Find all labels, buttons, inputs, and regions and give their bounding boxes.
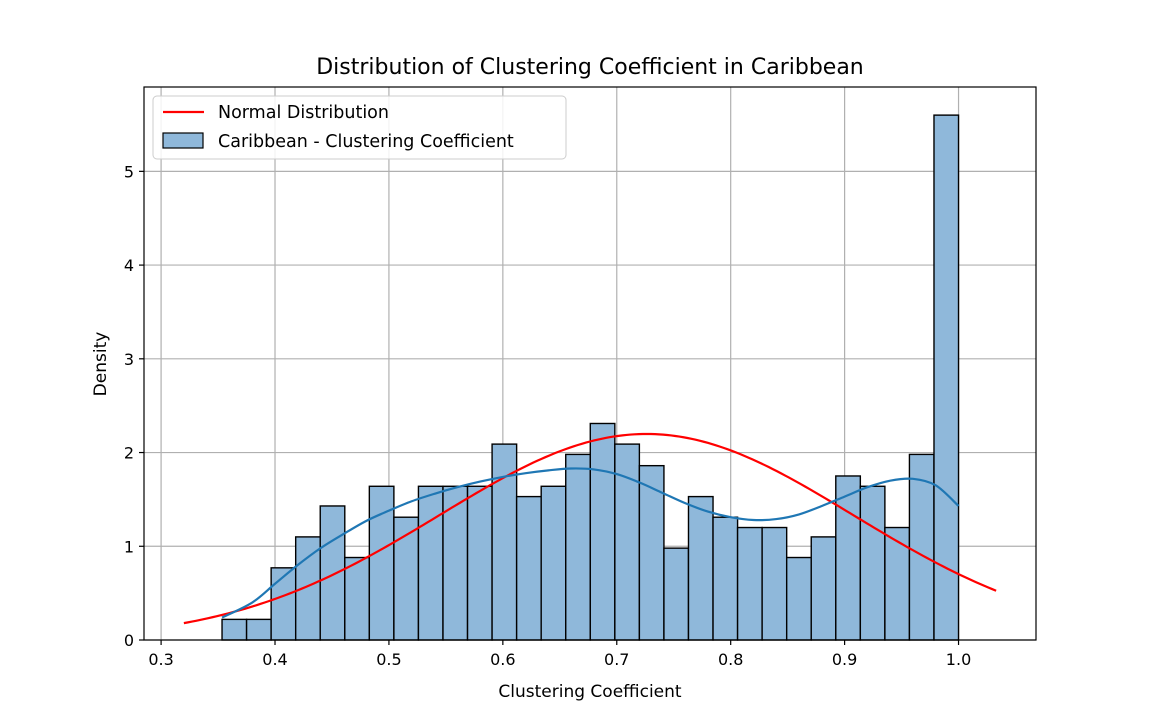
legend: Normal Distribution Caribbean - Clusteri… (152, 95, 567, 160)
histogram-bar-28 (908, 453, 935, 641)
histogram-bar-15 (589, 422, 616, 641)
histogram-bar-26 (859, 485, 886, 641)
x-tick-label-0: 0.3 (148, 650, 173, 669)
x-tick-label-3: 0.6 (490, 650, 515, 669)
normal-distribution-line (183, 432, 997, 625)
histogram-bar-4 (319, 505, 346, 641)
histogram-bar-24 (810, 536, 837, 641)
y-tick-label-3: 3 (124, 350, 134, 369)
x-tick-label-1: 0.4 (262, 650, 287, 669)
histogram-bar-23 (785, 556, 812, 641)
y-tick-label-0: 0 (124, 631, 134, 650)
histogram-bar-21 (736, 526, 763, 641)
histogram-bar-22 (761, 526, 788, 641)
x-tick-label-4: 0.7 (604, 650, 629, 669)
plot-frame (143, 86, 1037, 641)
histogram-bar-8 (417, 485, 444, 641)
histogram-bar-9 (442, 485, 469, 641)
legend-histogram-swatch (162, 132, 204, 149)
chart-title: Distribution of Clustering Coefficient i… (316, 55, 864, 80)
histogram-bar-19 (687, 495, 714, 641)
legend-normal-label: Normal Distribution (218, 103, 389, 123)
legend-box (152, 95, 567, 160)
histogram-bar-2 (270, 567, 297, 641)
x-tick-label-5: 0.8 (718, 650, 743, 669)
histogram-bar-27 (884, 526, 911, 641)
histogram-bar-14 (565, 453, 591, 641)
legend-histogram-label: Caribbean - Clustering Coefficient (218, 132, 514, 152)
y-tick-label-1: 1 (124, 537, 134, 556)
histogram-bar-29 (933, 114, 960, 641)
histogram-bar-25 (835, 475, 862, 641)
histogram-bar-10 (466, 485, 493, 641)
x-tick-label-2: 0.5 (376, 650, 401, 669)
histogram-bar-12 (515, 495, 542, 641)
histogram-bar-18 (663, 547, 690, 641)
histogram-bar-0 (221, 618, 248, 641)
curves (183, 432, 997, 625)
x-tick-label-7: 1.0 (946, 650, 971, 669)
x-axis-ticks: 0.3 0.4 0.5 0.6 0.7 0.8 0.9 1.0 (148, 640, 971, 669)
histogram-bar-5 (344, 556, 371, 641)
y-axis-label: Density (91, 332, 111, 397)
y-tick-label-5: 5 (124, 162, 134, 181)
x-axis-label: Clustering Coefficient (498, 682, 681, 702)
y-tick-label-4: 4 (124, 256, 134, 275)
y-axis-ticks: 0 1 2 3 4 5 (124, 162, 144, 650)
histogram-bar-1 (245, 618, 272, 641)
histogram-bar-20 (712, 516, 739, 641)
kde-line (221, 467, 960, 619)
histogram-bar-17 (638, 464, 665, 641)
histogram-bars (221, 114, 960, 641)
histogram-bar-13 (540, 485, 567, 641)
x-tick-label-6: 0.9 (832, 650, 857, 669)
y-tick-label-2: 2 (124, 444, 134, 463)
